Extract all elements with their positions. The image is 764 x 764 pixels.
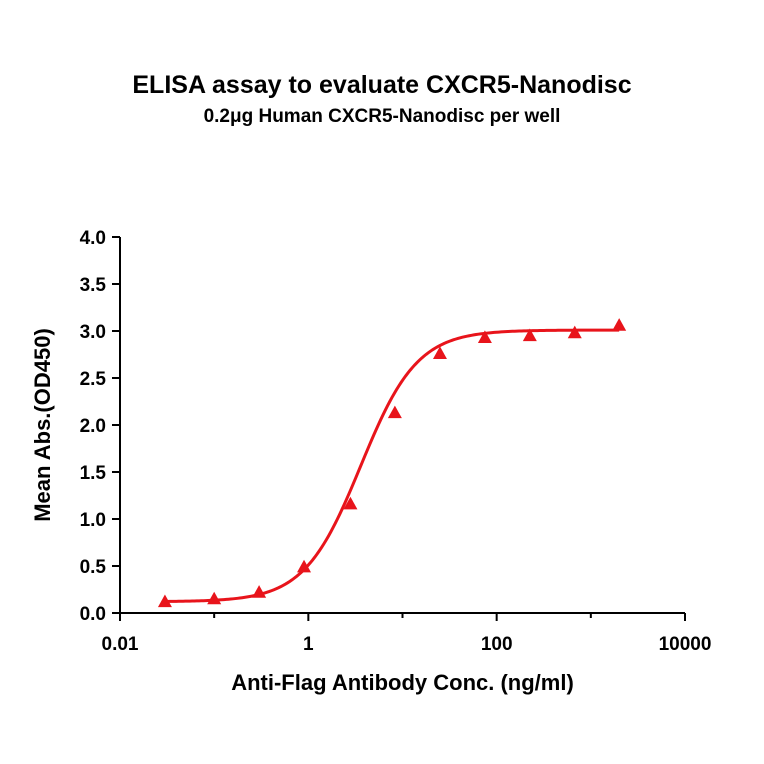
x-axis-label: Anti-Flag Antibody Conc. (ng/ml) (231, 670, 574, 695)
x-tick-label: 10000 (659, 634, 712, 655)
data-point (343, 496, 358, 510)
data-point (567, 325, 582, 339)
data-point (387, 405, 402, 419)
fit-curve (164, 328, 620, 603)
data-point (522, 328, 537, 342)
x-tick-label: 1 (303, 634, 314, 655)
data-point (157, 594, 172, 608)
y-tick-label: 4.0 (80, 228, 106, 249)
x-tick-label: 100 (481, 634, 513, 655)
y-tick-label: 0.0 (80, 604, 106, 625)
y-tick-label: 1.5 (80, 463, 107, 484)
y-tick-label: 3.0 (80, 322, 106, 343)
y-tick-label: 2.5 (80, 369, 107, 390)
x-tick-label: 0.01 (102, 634, 139, 655)
chart-title: ELISA assay to evaluate CXCR5-Nanodisc (132, 71, 632, 99)
y-tick-label: 2.0 (80, 416, 106, 437)
data-point (612, 318, 627, 331)
data-point (252, 585, 267, 598)
y-tick-label: 0.5 (80, 557, 107, 578)
data-point (432, 346, 447, 359)
y-tick-label: 3.5 (80, 275, 107, 296)
y-axis-label: Mean Abs.(OD450) (30, 328, 55, 522)
data-point (207, 591, 222, 605)
data-point (477, 330, 492, 343)
data-point (297, 559, 312, 573)
y-tick-label: 1.0 (80, 510, 106, 531)
chart-subtitle: 0.2μg Human CXCR5-Nanodisc per well (203, 106, 561, 127)
